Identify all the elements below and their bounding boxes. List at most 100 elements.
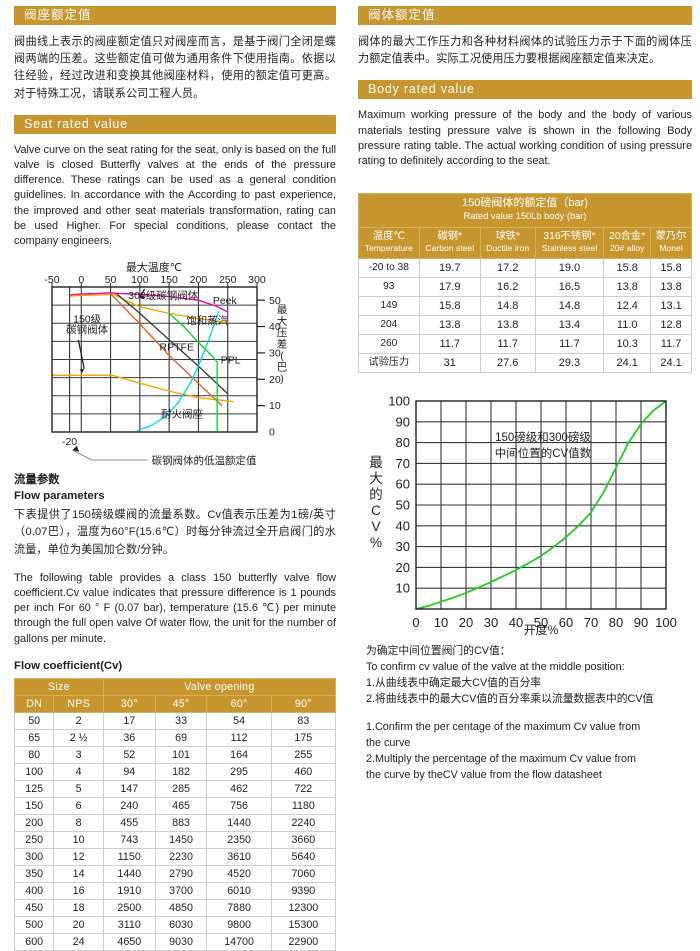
pt-plot-frame	[51, 286, 258, 433]
table-cell: 500	[13, 915, 55, 934]
table-cell: 175	[270, 728, 337, 747]
table-cell: 54	[206, 711, 272, 730]
cv-data-curve	[415, 400, 667, 611]
pt-annot-300: 300级碳钢阀体	[128, 289, 199, 302]
cv-group-size: Size	[14, 677, 104, 696]
pt-curve	[168, 313, 218, 431]
table-cell: 3110	[102, 915, 156, 934]
table-row: 250 10 743 1450 2350 3660	[13, 830, 337, 849]
table-cell: 455	[102, 813, 156, 832]
table-cell: 11.0	[603, 315, 652, 336]
table-cell: 1440	[102, 864, 156, 883]
cv-ytick-label: 20	[396, 560, 410, 575]
table-row: 50 2 17 33 54 83	[13, 711, 337, 730]
table-cell: 4850	[154, 898, 208, 917]
table-cell: 5	[53, 779, 104, 798]
pt-curve-label: PPL	[221, 355, 241, 367]
table-cell: 1150	[102, 847, 156, 866]
pt-ytick-label: 30	[269, 348, 281, 360]
table-cell: 164	[206, 745, 272, 764]
pt-annot-arrowhead-150	[79, 368, 85, 373]
body-table-title: 150磅阀体的额定值（bar) Rated value 150Lb body (…	[358, 193, 692, 229]
cv-ytick-label: 40	[396, 519, 410, 534]
cv-plot-frame	[415, 400, 667, 610]
pt-xtick-label: 250	[219, 274, 237, 286]
table-cell: 16.2	[479, 277, 536, 298]
cv-instruction-line-en: 1.Confirm the per centage of the maximum…	[366, 721, 641, 734]
pt-annot-150-line2: 碳钢阀体	[66, 323, 108, 336]
flow-parameters-paragraph-en: The following table provides a class 150…	[14, 571, 336, 645]
cv-xtick-label: 60	[559, 615, 573, 630]
seat-rated-value-paragraph-en: Valve curve on the seat rating for the s…	[14, 143, 336, 248]
cv-xtick-label: 90	[634, 615, 648, 630]
table-cell: 11.7	[479, 334, 536, 355]
cv-instruction-line: 为确定中间位置阀门的CV值：	[366, 645, 511, 658]
body-rated-value-header-cn: 阀体额定值	[358, 6, 692, 25]
table-cell: 250	[13, 830, 55, 849]
table-cell: 12.4	[603, 296, 652, 317]
table-cell: 13.8	[650, 277, 692, 298]
table-cell: -20 to 38	[358, 258, 420, 279]
cv-ytick-label: 50	[396, 498, 410, 513]
table-cell: 22900	[270, 932, 337, 951]
cv-xtick-label: 70	[584, 615, 598, 630]
table-cell: 19.0	[534, 258, 605, 279]
pt-x-axis-ticks: -50 0 50 100 150 200 250 300	[44, 274, 266, 288]
pt-xtick-label: 100	[131, 274, 149, 286]
cv-instruction-line-en: 2.Multiply the percentage of the maximum…	[366, 753, 637, 766]
cv-table-group-row: Size Valve opening	[14, 677, 337, 696]
table-cell: 14.8	[479, 296, 536, 317]
table-cell: 12	[53, 847, 104, 866]
body-table-title-cn: 150磅阀体的额定值（bar)	[462, 197, 588, 210]
table-row: 260 11.7 11.7 11.7 10.3 11.7	[358, 334, 692, 355]
pt-curve	[52, 374, 234, 403]
pt-curve-labels: Peek 饱和蒸汽 RPTFE PPL 耐火阀座	[160, 295, 241, 420]
table-cell: 7880	[206, 898, 272, 917]
cv-annotation-line: 150磅级和300磅级	[495, 430, 591, 444]
flow-coefficient-table: Size Valve opening DN NPS 30° 45° 60° 90° 50 2…	[13, 677, 337, 951]
seat-rated-value-header-cn: 阀座额定值	[14, 6, 336, 25]
pt-curve	[110, 293, 223, 407]
table-cell: 7060	[270, 864, 337, 883]
table-cell: 52	[102, 745, 156, 764]
flow-parameters-heading-en: Flow parameters	[14, 490, 105, 503]
pt-ylabel-char: 最	[277, 304, 288, 316]
body-rated-value-header-en: Body rated value	[358, 80, 692, 100]
table-row: 204 13.8 13.8 13.4 11.0 12.8	[358, 315, 692, 336]
table-cell: 9800	[206, 915, 272, 934]
cv-column-4: 45°	[154, 694, 208, 713]
table-cell: 2	[53, 711, 104, 730]
body-table-head: 150磅阀体的额定值（bar) Rated value 150Lb body (…	[358, 193, 692, 260]
table-cell: 83	[270, 711, 337, 730]
table-cell: 1450	[154, 830, 208, 849]
table-cell: 465	[154, 796, 208, 815]
table-cell: 19.7	[418, 258, 481, 279]
table-cell: 101	[154, 745, 208, 764]
table-cell: 204	[358, 315, 420, 336]
cv-group-opening: Valve opening	[102, 677, 337, 696]
cv-column-6: 90°	[270, 694, 337, 713]
flow-coefficient-heading: Flow coefficient(Cv)	[14, 659, 123, 672]
table-cell: 93	[358, 277, 420, 298]
table-cell: 24.1	[603, 353, 652, 374]
table-cell: 2500	[102, 898, 156, 917]
pt-ytick-label: 20	[269, 374, 281, 386]
table-cell: 4650	[102, 932, 156, 951]
table-cell: 3660	[270, 830, 337, 849]
cv-ylabel-char: C	[371, 503, 381, 518]
table-cell: 13.1	[650, 296, 692, 317]
table-cell: 11.7	[534, 334, 605, 355]
pt-curve-label: RPTFE	[160, 342, 194, 354]
cv-ytick-label: 90	[396, 415, 410, 430]
cv-xtick-label: 40	[509, 615, 523, 630]
body-column-2: 碳钢* Carbon steel	[418, 227, 481, 260]
table-cell: 14700	[206, 932, 272, 951]
table-cell: 15300	[270, 915, 337, 934]
body-rated-value-paragraph-en: Maximum working pressure of the body and…	[358, 109, 692, 168]
table-cell: 13.4	[534, 315, 605, 336]
body-table-title-row: 150磅阀体的额定值（bar) Rated value 150Lb body (…	[358, 193, 692, 229]
table-cell: 6	[53, 796, 104, 815]
table-cell: 24	[53, 932, 104, 951]
